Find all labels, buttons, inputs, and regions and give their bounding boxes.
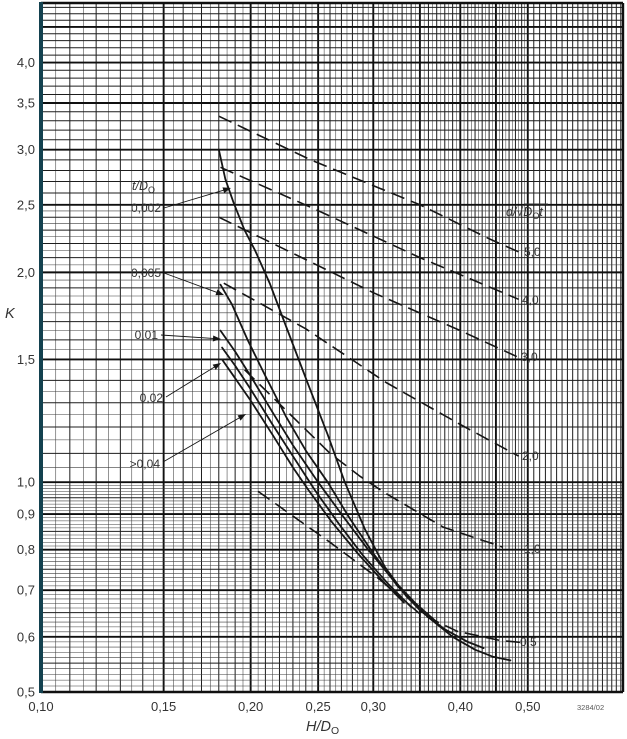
label-leader-arrowhead: [215, 289, 224, 296]
label-leader-line: [165, 365, 217, 398]
dashed-curve-2,0: [223, 282, 519, 457]
x-tick-label: 0,15: [151, 699, 176, 714]
label-leader-arrowhead: [212, 335, 221, 342]
label-leader-line: [163, 189, 226, 209]
y-tick-label: 0,9: [17, 507, 35, 522]
solid-curve->0,04: [221, 358, 405, 604]
x-tick-label: 0,40: [448, 699, 473, 714]
solid-curve-value-label: 0,005: [131, 266, 161, 280]
dashed-curve-value-label: 2,0: [522, 449, 539, 463]
solid-curve-0,002: [217, 148, 512, 662]
y-tick-label: 3,0: [17, 142, 35, 157]
y-tick-label: 1,0: [17, 475, 35, 490]
label-leader-arrowhead: [237, 414, 246, 421]
solid-curve-0,005: [219, 283, 485, 649]
dashed-curve-value-label: 1,0: [524, 542, 541, 556]
solid-curve-value-label: >0,04: [130, 457, 161, 471]
x-tick-label: 0,50: [515, 699, 540, 714]
y-tick-label: 0,6: [17, 629, 35, 644]
y-tick-label: 1,5: [17, 352, 35, 367]
dashed-curve-value-label: 0,5: [520, 635, 537, 649]
dashed-curve-value-label: 4,0: [522, 293, 539, 307]
dashed-curve-4,0: [220, 166, 519, 301]
y-tick-label: 3,5: [17, 95, 35, 110]
dashed-curve-value-label: 5,0: [524, 245, 541, 259]
x-tick-label: 0,20: [238, 699, 263, 714]
dashed-curve-value-label: 3,0: [521, 350, 538, 364]
solid-curve-0,01: [219, 329, 438, 623]
solid-curve-value-label: 0,01: [135, 328, 159, 342]
x-tick-label: 0,25: [305, 699, 330, 714]
y-tick-label: 0,7: [17, 583, 35, 598]
dashed-curve-1,0: [243, 369, 503, 548]
y-tick-label: 2,5: [17, 197, 35, 212]
solid-family-label: t/DO: [132, 179, 155, 195]
y-tick-label: 2,0: [17, 265, 35, 280]
figure-code: 3284/02: [577, 703, 604, 712]
dashed-curve-3,0: [218, 216, 519, 359]
dashed-curve-5,0: [218, 115, 519, 253]
dashed-curve-0,5: [257, 490, 521, 644]
y-tick-label: 0,8: [17, 542, 35, 557]
label-leader-line: [162, 416, 242, 463]
solid-curve-value-label: 0,02: [140, 391, 164, 405]
label-leader-arrowhead: [222, 187, 231, 194]
x-axis-title: H/DO: [306, 719, 339, 737]
solid-curve-0,02: [221, 346, 413, 608]
y-tick-label: 0,5: [17, 685, 35, 700]
solid-curve-value-label: 0,002: [131, 201, 161, 215]
x-tick-label: 0,30: [361, 699, 386, 714]
label-leader-line: [160, 334, 216, 340]
label-leader-line: [163, 272, 219, 294]
label-leader-arrowhead: [212, 363, 221, 370]
dashed-family-label: d/√DOt: [506, 205, 543, 221]
y-axis-title: K: [5, 306, 16, 322]
x-tick-label: 0,10: [28, 699, 53, 714]
y-tick-label: 4,0: [17, 55, 35, 70]
